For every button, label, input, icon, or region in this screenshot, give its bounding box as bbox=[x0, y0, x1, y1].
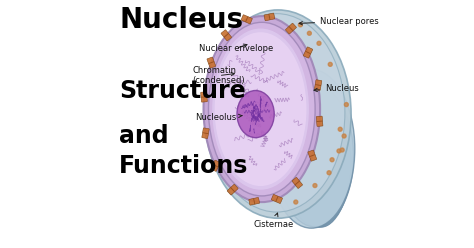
Circle shape bbox=[330, 158, 334, 162]
Ellipse shape bbox=[205, 10, 351, 218]
Circle shape bbox=[345, 103, 348, 107]
Circle shape bbox=[299, 23, 302, 27]
Ellipse shape bbox=[209, 14, 345, 212]
FancyBboxPatch shape bbox=[227, 184, 238, 195]
Text: Functions: Functions bbox=[119, 154, 248, 178]
Ellipse shape bbox=[237, 91, 274, 138]
FancyBboxPatch shape bbox=[202, 128, 209, 138]
Text: Nucleolus: Nucleolus bbox=[195, 113, 242, 122]
FancyBboxPatch shape bbox=[241, 15, 252, 24]
FancyBboxPatch shape bbox=[264, 13, 275, 21]
Text: Nucleus: Nucleus bbox=[119, 6, 243, 34]
Circle shape bbox=[327, 171, 331, 175]
Text: Cisternae: Cisternae bbox=[253, 213, 293, 229]
Ellipse shape bbox=[298, 130, 345, 227]
FancyBboxPatch shape bbox=[211, 160, 220, 171]
FancyBboxPatch shape bbox=[316, 116, 323, 126]
Text: Nuclear envelope: Nuclear envelope bbox=[199, 44, 273, 53]
Text: Nucleus: Nucleus bbox=[314, 84, 359, 93]
Circle shape bbox=[307, 31, 311, 35]
Circle shape bbox=[342, 134, 346, 138]
Circle shape bbox=[317, 41, 321, 45]
FancyBboxPatch shape bbox=[201, 92, 207, 102]
FancyBboxPatch shape bbox=[308, 150, 317, 161]
Circle shape bbox=[313, 184, 317, 187]
Ellipse shape bbox=[209, 22, 315, 196]
FancyBboxPatch shape bbox=[249, 197, 260, 205]
Circle shape bbox=[340, 148, 344, 152]
FancyBboxPatch shape bbox=[303, 47, 313, 58]
FancyBboxPatch shape bbox=[221, 30, 232, 41]
Ellipse shape bbox=[284, 100, 351, 227]
FancyBboxPatch shape bbox=[271, 194, 283, 204]
Text: and: and bbox=[119, 124, 169, 148]
Circle shape bbox=[337, 149, 341, 153]
Circle shape bbox=[338, 127, 342, 131]
Text: Chromatin
(condensed): Chromatin (condensed) bbox=[192, 66, 245, 85]
Ellipse shape bbox=[292, 115, 348, 227]
Ellipse shape bbox=[268, 69, 355, 228]
FancyBboxPatch shape bbox=[314, 80, 322, 90]
Circle shape bbox=[294, 200, 298, 204]
Ellipse shape bbox=[277, 86, 354, 227]
Text: Nuclear pores: Nuclear pores bbox=[299, 17, 379, 26]
Ellipse shape bbox=[203, 16, 320, 202]
Ellipse shape bbox=[215, 32, 306, 186]
FancyBboxPatch shape bbox=[285, 23, 296, 34]
FancyBboxPatch shape bbox=[292, 177, 302, 188]
FancyBboxPatch shape bbox=[207, 57, 216, 68]
Ellipse shape bbox=[212, 29, 309, 190]
Circle shape bbox=[328, 62, 332, 66]
Text: Structure: Structure bbox=[119, 79, 246, 103]
